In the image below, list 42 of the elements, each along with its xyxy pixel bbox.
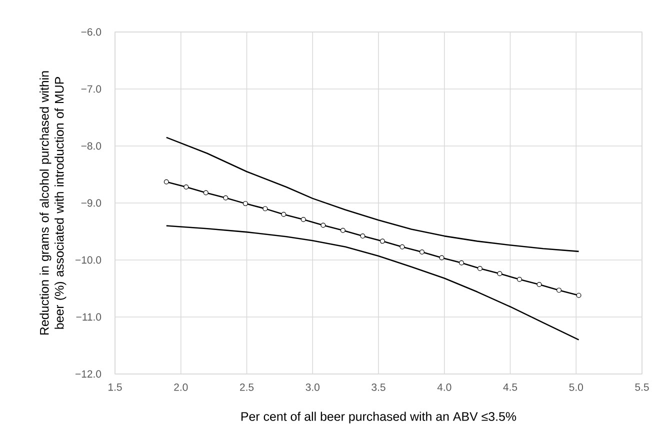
y-tick-label: −7.0 (81, 85, 102, 93)
point (459, 260, 464, 266)
x-tick-label: 2.5 (240, 384, 254, 391)
x-tick-label: 2.0 (174, 384, 188, 391)
point (360, 234, 366, 239)
point (340, 228, 346, 233)
point (497, 271, 502, 276)
point (320, 222, 326, 228)
point (164, 179, 169, 184)
x-axis-title: Per cent of all beer purchased with an ABV ≤3.5% (241, 412, 516, 424)
y-tick-label: −10.0 (76, 256, 102, 264)
point (576, 292, 582, 298)
point (516, 276, 522, 282)
point (242, 201, 248, 206)
point (184, 184, 189, 190)
y-tick-label: −6.0 (81, 28, 102, 36)
y-axis-title: Reduction in grams of alcohol purchased within beer (%) associated with introduction of MUP (40, 71, 66, 335)
x-tick-label: 3.5 (372, 384, 386, 391)
x-tick-label: 3.0 (306, 384, 320, 391)
y-tick-label: −12.0 (76, 370, 102, 378)
y-tick-label: −9.0 (81, 199, 102, 207)
point (536, 282, 542, 287)
line-series (166, 136, 580, 252)
y-tick-label: −8.0 (81, 142, 102, 150)
x-tick-label: 4.5 (503, 384, 518, 391)
point (223, 195, 228, 200)
point (380, 238, 385, 244)
point (281, 212, 286, 217)
point (262, 206, 268, 212)
x-tick-label: 5.0 (569, 384, 583, 391)
point (419, 250, 424, 254)
x-tick-label: 1.5 (108, 384, 122, 391)
point (400, 244, 405, 250)
x-tick-label: 4.0 (437, 384, 452, 391)
line-series (166, 225, 580, 340)
x-tick-label: 5.5 (635, 384, 649, 391)
point (477, 266, 482, 272)
point (556, 288, 562, 293)
point (203, 190, 208, 196)
point (300, 217, 306, 222)
y-tick-label: −11.0 (76, 313, 102, 321)
point (439, 255, 444, 260)
